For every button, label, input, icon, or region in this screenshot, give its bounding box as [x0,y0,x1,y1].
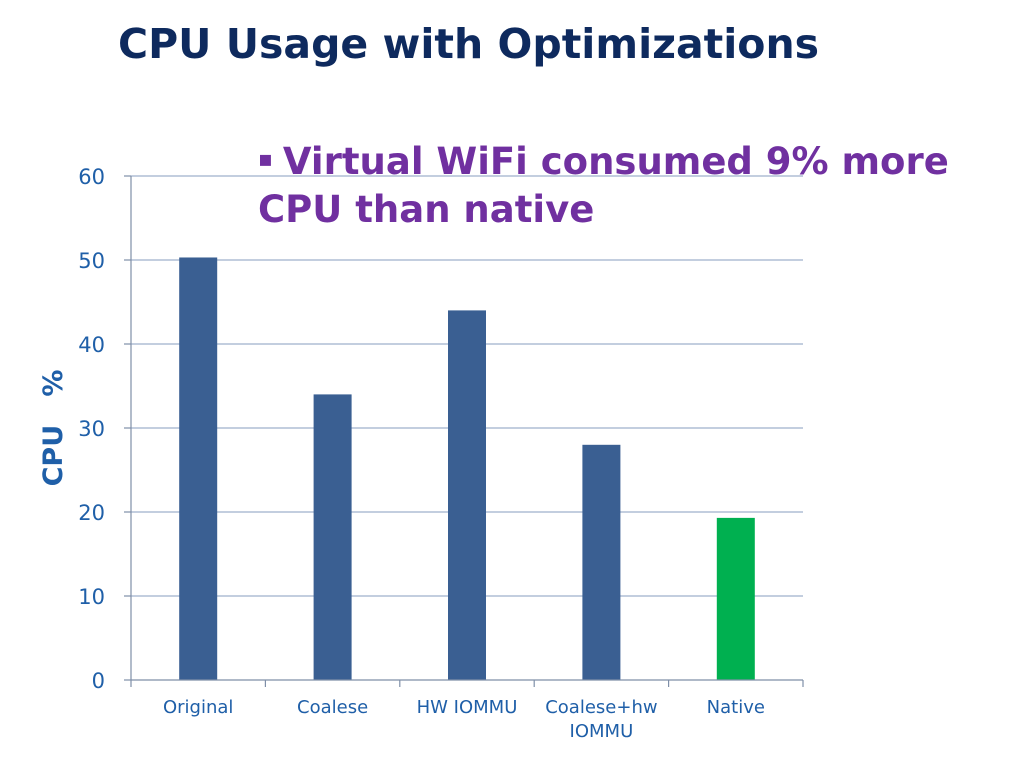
x-category-label: Native [707,697,765,718]
bar [313,394,352,680]
bar [716,517,755,680]
x-category-labels: Original Coalese HW IOMMU Coalese+hw IOMMU Na… [163,697,765,742]
slide-title: CPU Usage with Optimizations [118,20,820,68]
y-tick-label: 20 [78,501,105,525]
y-tick-label: 40 [78,333,105,357]
bar [448,310,486,680]
y-tick-label: 10 [78,585,105,609]
bar [179,257,218,680]
y-tick-label: 0 [92,669,105,693]
x-category-label: Coalese+hw IOMMU [545,697,657,742]
y-axis-title: CPU % [38,370,69,487]
x-category-label: Original [163,697,233,718]
y-tick-label: 30 [78,417,105,441]
bullet-marker: ▪ [258,147,273,172]
bar [582,444,621,680]
x-category-label: Coalese [297,697,368,718]
y-tick-label: 50 [78,249,105,273]
bullet-point: ▪ Virtual WiFi consumed 9% more CPU than … [258,136,1024,234]
bars [179,257,755,680]
y-tick-labels: 0 10 20 30 40 50 60 [78,165,105,693]
x-category-label: HW IOMMU [417,697,518,718]
bullet-text: Virtual WiFi consumed 9% more CPU than n… [258,140,949,231]
axes [124,175,804,687]
y-tick-label: 60 [78,165,105,189]
